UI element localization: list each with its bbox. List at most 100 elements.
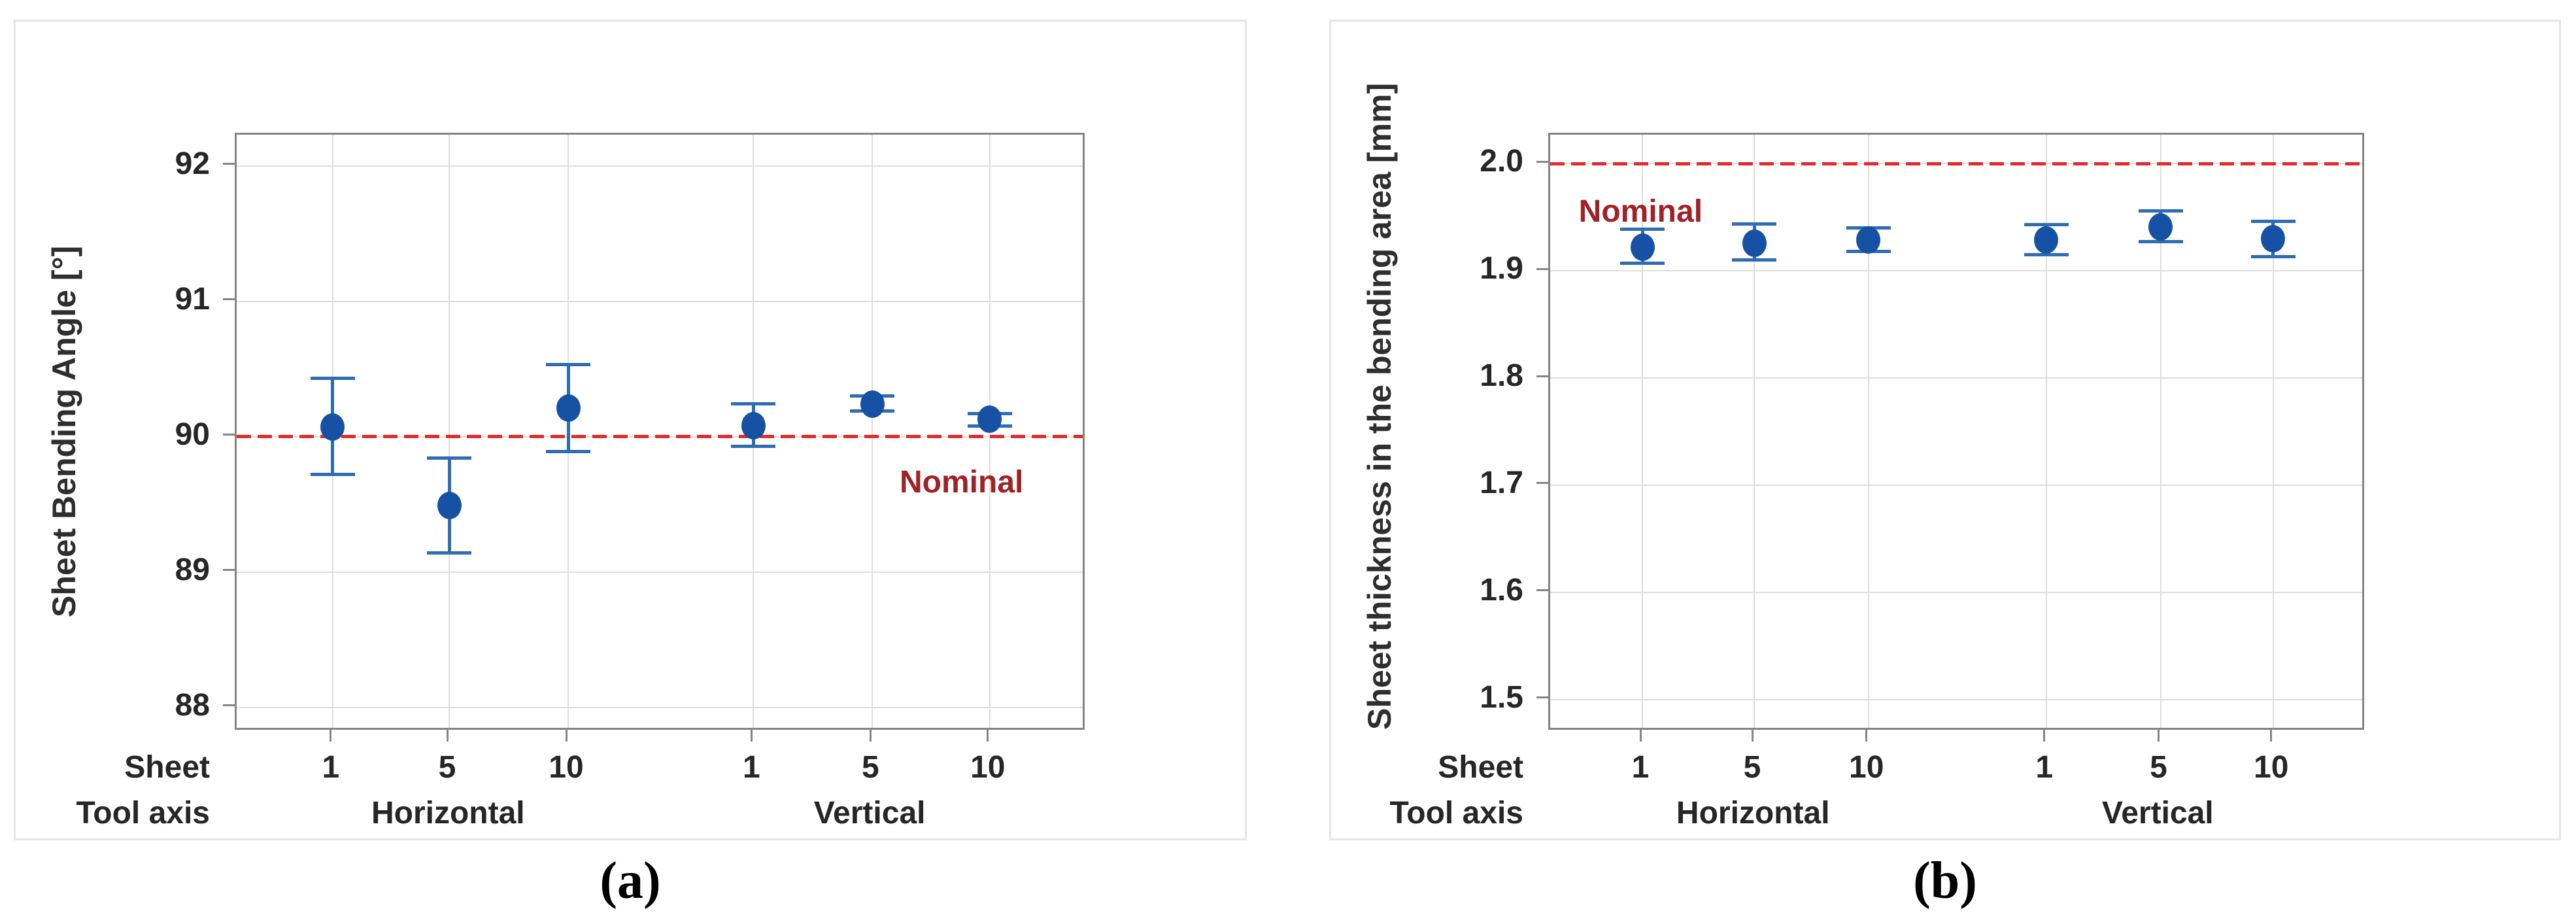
y-tick-mark (223, 163, 235, 165)
error-bar-cap-top (1732, 222, 1776, 226)
gridline-vertical (872, 135, 873, 728)
data-point-marker (1856, 226, 1881, 254)
y-tick-label: 92 (175, 146, 210, 181)
x-group-label: Horizontal (1676, 796, 1830, 830)
x-group-label: Horizontal (371, 796, 525, 830)
error-bar-cap-top (2138, 209, 2183, 213)
gridline-vertical (2272, 135, 2274, 728)
x-row-label-sheet: Sheet (124, 750, 210, 785)
gridline-horizontal (1550, 377, 2362, 379)
x-sheet-tick-label: 1 (743, 750, 760, 785)
x-sheet-tick-label: 5 (1743, 750, 1761, 785)
data-point-marker (1630, 233, 1655, 262)
y-tick-mark (223, 569, 235, 572)
error-bar-cap-top (546, 363, 590, 367)
gridline-horizontal (237, 706, 1083, 708)
gridline-vertical (1754, 135, 1755, 728)
x-tick-mark (2158, 730, 2160, 742)
y-tick-mark (1536, 696, 1548, 699)
data-point-marker (1742, 229, 1767, 257)
y-tick-label: 1.8 (1480, 358, 1523, 394)
gridline-horizontal (1550, 484, 2362, 486)
x-tick-mark (987, 730, 989, 742)
y-tick-label: 1.6 (1480, 572, 1523, 607)
x-sheet-tick-label: 10 (2254, 750, 2289, 785)
x-sheet-tick-label: 1 (1631, 750, 1650, 785)
data-point-marker (741, 412, 766, 440)
error-bar-cap-bottom (1732, 258, 1776, 262)
data-point-marker (556, 394, 581, 422)
chart-panel-a: Sheet Bending Angle [°] Nominal 92 91 90 89 88… (14, 20, 1247, 840)
x-tick-mark (869, 730, 872, 742)
data-point-marker (2034, 226, 2059, 254)
y-tick-label: 88 (175, 687, 210, 723)
error-bar-cap-top (2250, 220, 2296, 224)
y-tick-label: 1.5 (1480, 679, 1523, 715)
x-sheet-tick-label: 10 (970, 750, 1006, 785)
gridline-horizontal (237, 300, 1083, 302)
x-row-label-tool-axis: Tool axis (1389, 796, 1524, 830)
y-tick-label: 89 (175, 552, 210, 587)
nominal-label: Nominal (1578, 194, 1703, 230)
y-tick-label: 91 (175, 281, 210, 317)
y-tick-label: 1.7 (1480, 465, 1523, 500)
y-tick-mark (1536, 482, 1548, 485)
x-sheet-tick-label: 5 (862, 750, 879, 785)
chart-panel-b: Sheet thickness in the bending area [mm]… (1329, 20, 2561, 840)
error-bar-cap-bottom (310, 473, 355, 477)
gridline-horizontal (1550, 270, 2362, 272)
error-bar-cap-top (2024, 223, 2069, 227)
data-point-marker (320, 413, 345, 441)
data-point-marker (437, 492, 462, 520)
error-bar-cap-bottom (427, 551, 471, 555)
data-point-marker (977, 405, 1002, 433)
x-tick-mark (1639, 730, 1642, 742)
y-tick-mark (1536, 589, 1548, 592)
data-point-marker (860, 390, 885, 418)
error-bar-cap-bottom (2250, 255, 2296, 259)
error-bar-cap-bottom (2138, 240, 2183, 244)
error-bar-cap-top (1620, 227, 1665, 231)
y-axis-title: Sheet Bending Angle [°] (46, 245, 82, 617)
error-bar-cap-bottom (546, 449, 590, 453)
y-tick-mark (223, 704, 235, 707)
x-tick-mark (565, 730, 568, 742)
gridline-vertical (2160, 135, 2161, 728)
nominal-label: Nominal (900, 464, 1024, 500)
gridline-horizontal (1550, 591, 2362, 593)
x-row-label-sheet: Sheet (1438, 750, 1523, 785)
error-bar-cap-bottom (731, 444, 776, 448)
y-tick-label: 90 (175, 417, 210, 452)
x-sheet-tick-label: 5 (2150, 750, 2167, 785)
y-tick-mark (223, 298, 235, 301)
x-sheet-tick-label: 1 (322, 750, 340, 785)
y-tick-label: 1.9 (1480, 251, 1523, 286)
x-tick-mark (1865, 730, 1868, 742)
x-tick-mark (750, 730, 753, 742)
nominal-line (237, 435, 1083, 439)
gridline-vertical (1642, 135, 1644, 728)
x-sheet-tick-label: 5 (438, 750, 456, 785)
y-tick-label: 2.0 (1480, 144, 1523, 179)
nominal-line (1550, 162, 2362, 165)
data-point-marker (2261, 224, 2286, 252)
gridline-vertical (449, 135, 450, 728)
error-bar-cap-top (731, 402, 776, 406)
gridline-horizontal (237, 571, 1083, 573)
error-bar-cap-top (310, 377, 355, 381)
x-sheet-tick-label: 10 (1849, 750, 1884, 785)
error-bar-cap-bottom (2024, 253, 2069, 257)
y-tick-mark (1536, 375, 1548, 377)
caption-a: (a) (600, 852, 661, 910)
y-tick-mark (1536, 160, 1548, 163)
x-tick-mark (446, 730, 449, 742)
plot-area: Nominal (235, 133, 1085, 730)
y-tick-mark (1536, 267, 1548, 270)
x-sheet-tick-label: 10 (549, 750, 584, 785)
x-row-label-tool-axis: Tool axis (76, 796, 211, 830)
x-group-label: Vertical (2101, 796, 2214, 830)
gridline-horizontal (1550, 698, 2362, 700)
x-tick-mark (2043, 730, 2046, 742)
plot-area: Nominal (1548, 133, 2364, 730)
